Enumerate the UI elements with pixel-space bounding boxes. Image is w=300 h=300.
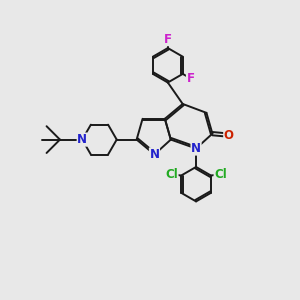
Text: N: N — [149, 148, 160, 161]
Text: N: N — [77, 133, 87, 146]
Text: F: F — [187, 72, 194, 85]
Text: Cl: Cl — [165, 168, 178, 181]
Text: O: O — [224, 129, 234, 142]
Text: Cl: Cl — [214, 168, 227, 181]
Text: N: N — [191, 142, 201, 155]
Text: F: F — [164, 33, 172, 46]
